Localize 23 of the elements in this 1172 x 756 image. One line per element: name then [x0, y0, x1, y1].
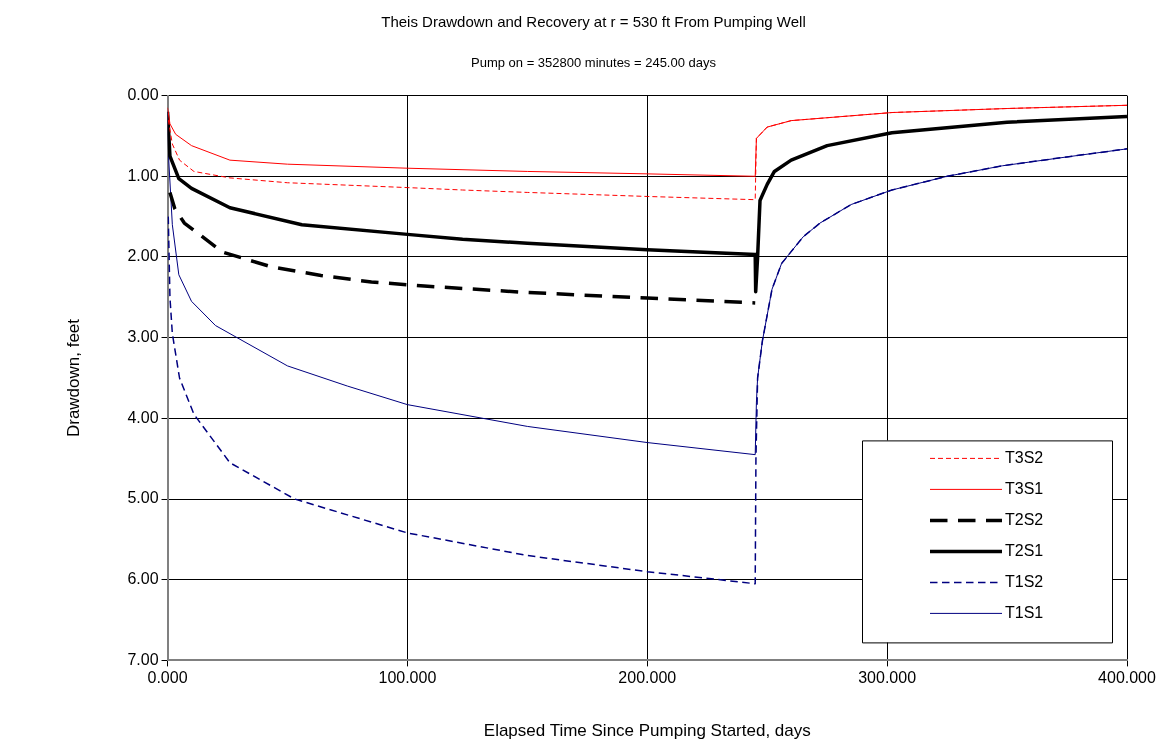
x-tick-label: 100.000 — [378, 669, 437, 687]
y-tick-label: 6.00 — [127, 570, 159, 588]
y-tick-label: 5.00 — [127, 489, 159, 507]
x-axis-title: Elapsed Time Since Pumping Started, days — [483, 721, 811, 741]
legend-label: T2S1 — [1005, 541, 1044, 559]
y-tick-label: 3.00 — [127, 328, 159, 346]
legend-label: T3S2 — [1005, 448, 1044, 466]
y-tick-label: 2.00 — [127, 247, 159, 265]
x-tick-label: 400.000 — [1098, 669, 1157, 687]
x-tick-label: 0.000 — [147, 669, 188, 687]
y-tick-label: 4.00 — [127, 408, 159, 426]
y-tick-label: 7.00 — [127, 650, 159, 668]
legend-label: T2S2 — [1005, 510, 1044, 528]
legend-label: T3S1 — [1005, 479, 1044, 497]
legend-label: T1S1 — [1005, 603, 1044, 621]
legend-label: T1S2 — [1005, 572, 1044, 590]
x-tick-label: 200.000 — [618, 669, 677, 687]
y-tick-label: 0.00 — [127, 86, 159, 104]
y-tick-label: 1.00 — [127, 166, 159, 184]
chart-title: Theis Drawdown and Recovery at r = 530 ft From Pumping Well — [381, 13, 806, 31]
chart-subtitle: Pump on = 352800 minutes = 245.00 days — [470, 55, 717, 71]
x-tick-label: 300.000 — [858, 669, 917, 687]
y-axis-title: Drawdown, feet — [63, 318, 83, 438]
